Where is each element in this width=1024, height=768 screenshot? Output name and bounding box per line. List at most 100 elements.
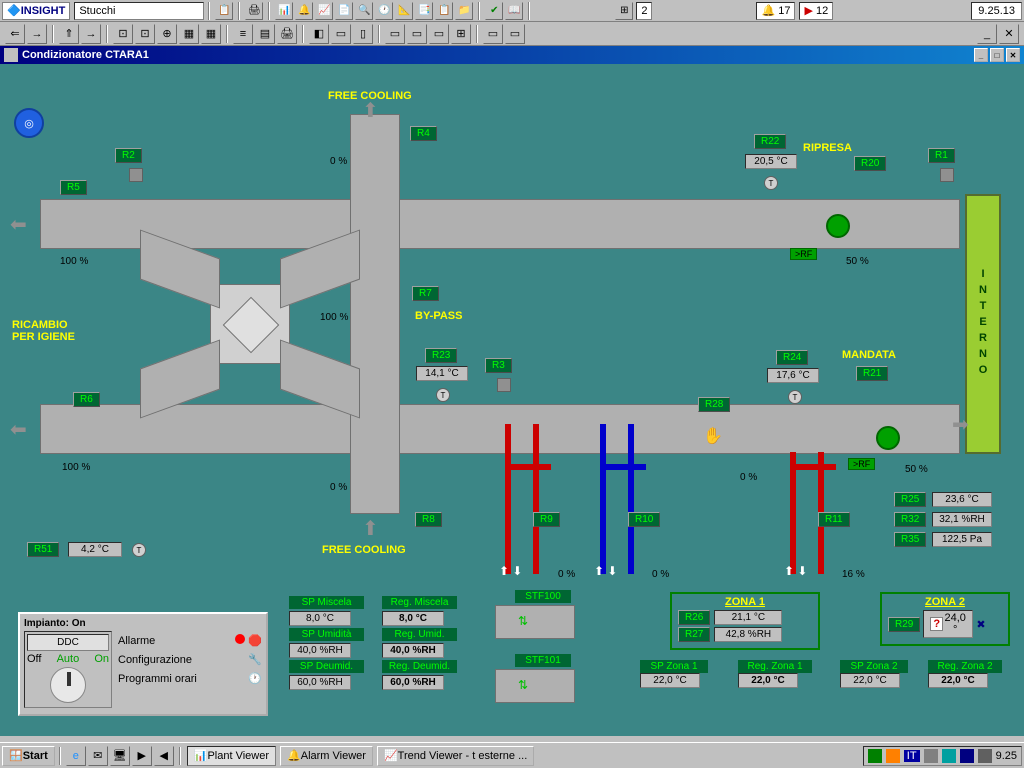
nav-i3[interactable]: ⊕: [157, 24, 177, 44]
r2-sensor: [129, 168, 143, 182]
stf101-lbl[interactable]: STF101: [515, 654, 571, 667]
nav-i2[interactable]: ⊡: [135, 24, 155, 44]
win-close[interactable]: ✕: [1006, 48, 1020, 62]
site-combo[interactable]: Stucchi: [74, 2, 204, 20]
round-button[interactable]: ◎: [14, 108, 44, 138]
reg-r6[interactable]: R6: [73, 392, 100, 407]
reg-r7[interactable]: R7: [412, 286, 439, 301]
nav-up[interactable]: ⇑: [59, 24, 79, 44]
win-min[interactable]: _: [974, 48, 988, 62]
reg-r8[interactable]: R8: [415, 512, 442, 527]
task-alarm-viewer[interactable]: 🔔 Alarm Viewer: [280, 746, 373, 766]
reg-r20[interactable]: R20: [854, 156, 886, 171]
tb-icon-5[interactable]: 📈: [315, 2, 333, 20]
reg-r32[interactable]: R32: [894, 512, 926, 527]
tb-icon-12[interactable]: 📁: [455, 2, 473, 20]
reg-r21[interactable]: R21: [856, 366, 888, 381]
reg-r22[interactable]: R22: [754, 134, 786, 149]
reg-r2[interactable]: R2: [115, 148, 142, 163]
tb-panel-icon[interactable]: ⊞: [615, 2, 633, 20]
tb-icon-6[interactable]: 📄: [335, 2, 353, 20]
tb-icon-1[interactable]: 📋: [215, 2, 233, 20]
reg-r11[interactable]: R11: [818, 512, 850, 527]
mdi-close[interactable]: ✕: [999, 24, 1019, 44]
nav-i1[interactable]: ⊡: [113, 24, 133, 44]
nav-i7[interactable]: ▤: [255, 24, 275, 44]
sp-z2-val[interactable]: 22,0 °C: [840, 673, 900, 688]
ql-desk[interactable]: 🖥: [110, 746, 130, 766]
nav-i17[interactable]: ▭: [505, 24, 525, 44]
nav-i12[interactable]: ▭: [385, 24, 405, 44]
reg-r25[interactable]: R25: [894, 492, 926, 507]
tray-icon-1[interactable]: [868, 749, 882, 763]
nav-i16[interactable]: ▭: [483, 24, 503, 44]
sp-z1-val[interactable]: 22,0 °C: [640, 673, 700, 688]
nav-i9[interactable]: ◧: [309, 24, 329, 44]
stf100-lbl[interactable]: STF100: [515, 590, 571, 603]
reg-r5[interactable]: R5: [60, 180, 87, 195]
tb-icon-3[interactable]: 📊: [275, 2, 293, 20]
reg-r28[interactable]: R28: [698, 397, 730, 412]
reg-r27[interactable]: R27: [678, 627, 710, 642]
reg-r9[interactable]: R9: [533, 512, 560, 527]
reg-r4[interactable]: R4: [410, 126, 437, 141]
reg-r3[interactable]: R3: [485, 358, 512, 373]
reg-r24[interactable]: R24: [776, 350, 808, 365]
reg-r1[interactable]: R1: [928, 148, 955, 163]
nav-i5[interactable]: ▦: [201, 24, 221, 44]
start-button[interactable]: 🪟Start: [2, 746, 55, 766]
mdi-min[interactable]: _: [977, 24, 997, 44]
nav-i14[interactable]: ▭: [429, 24, 449, 44]
tb-icon-2[interactable]: 🖨: [245, 2, 263, 20]
ql-oe[interactable]: ✉: [88, 746, 108, 766]
nav-back[interactable]: ⇐: [5, 24, 25, 44]
ql-ie[interactable]: e: [66, 746, 86, 766]
reg-r51[interactable]: R51: [27, 542, 59, 557]
sp-deumid-val[interactable]: 60,0 %RH: [289, 675, 351, 690]
tray-icon-2[interactable]: [886, 749, 900, 763]
tray-icon-6[interactable]: [978, 749, 992, 763]
nav-i10[interactable]: ▭: [331, 24, 351, 44]
reg-r23[interactable]: R23: [425, 348, 457, 363]
tb-icon-9[interactable]: 📐: [395, 2, 413, 20]
tb-icon-7[interactable]: 🔍: [355, 2, 373, 20]
task-plant-viewer[interactable]: 📊 Plant Viewer: [187, 746, 276, 766]
nav-i6[interactable]: ≡: [233, 24, 253, 44]
tb-icon-11[interactable]: 📋: [435, 2, 453, 20]
prog-btn-icon[interactable]: 🕐: [248, 672, 262, 685]
tb-icon-10[interactable]: 📑: [415, 2, 433, 20]
ql-x2[interactable]: ◀: [154, 746, 174, 766]
nav-i13[interactable]: ▭: [407, 24, 427, 44]
reg-r26[interactable]: R26: [678, 610, 710, 625]
rotary-switch[interactable]: [50, 667, 86, 703]
nav-fwd[interactable]: →: [27, 24, 47, 44]
alarm-flag-box[interactable]: ▶ 12: [799, 2, 833, 20]
tray-icon-5[interactable]: [960, 749, 974, 763]
hand-icon[interactable]: ✋: [703, 426, 723, 446]
tray-icon-3[interactable]: [924, 749, 938, 763]
lbl-ricambio: RICAMBIO PER IGIENE: [12, 319, 75, 343]
task-trend-viewer[interactable]: 📈 Trend Viewer - t esterne ...: [377, 746, 534, 766]
tb-icon-4[interactable]: 🔔: [295, 2, 313, 20]
tray-lang[interactable]: IT: [904, 750, 920, 762]
tray-icon-4[interactable]: [942, 749, 956, 763]
alarm-btn-icon[interactable]: 🛑: [248, 635, 262, 647]
reg-r10[interactable]: R10: [628, 512, 660, 527]
alarm-bell-box[interactable]: 🔔 17: [756, 2, 795, 20]
r29-x-icon[interactable]: ✖: [976, 618, 985, 631]
win-max[interactable]: □: [990, 48, 1004, 62]
nav-i4[interactable]: ▦: [179, 24, 199, 44]
reg-r35[interactable]: R35: [894, 532, 926, 547]
reg-r29[interactable]: R29: [888, 617, 920, 632]
nav-down[interactable]: →: [81, 24, 101, 44]
sp-miscela-val[interactable]: 8,0 °C: [289, 611, 351, 626]
ql-x1[interactable]: ▶: [132, 746, 152, 766]
nav-i11[interactable]: ▯: [353, 24, 373, 44]
sp-umid-val[interactable]: 40,0 %RH: [289, 643, 351, 658]
tb-icon-13[interactable]: 📖: [505, 2, 523, 20]
tb-icon-8[interactable]: 🕐: [375, 2, 393, 20]
nav-i8[interactable]: 🖨: [277, 24, 297, 44]
config-btn-icon[interactable]: 🔧: [248, 653, 262, 666]
tb-ok-icon[interactable]: ✔: [485, 2, 503, 20]
nav-i15[interactable]: ⊞: [451, 24, 471, 44]
